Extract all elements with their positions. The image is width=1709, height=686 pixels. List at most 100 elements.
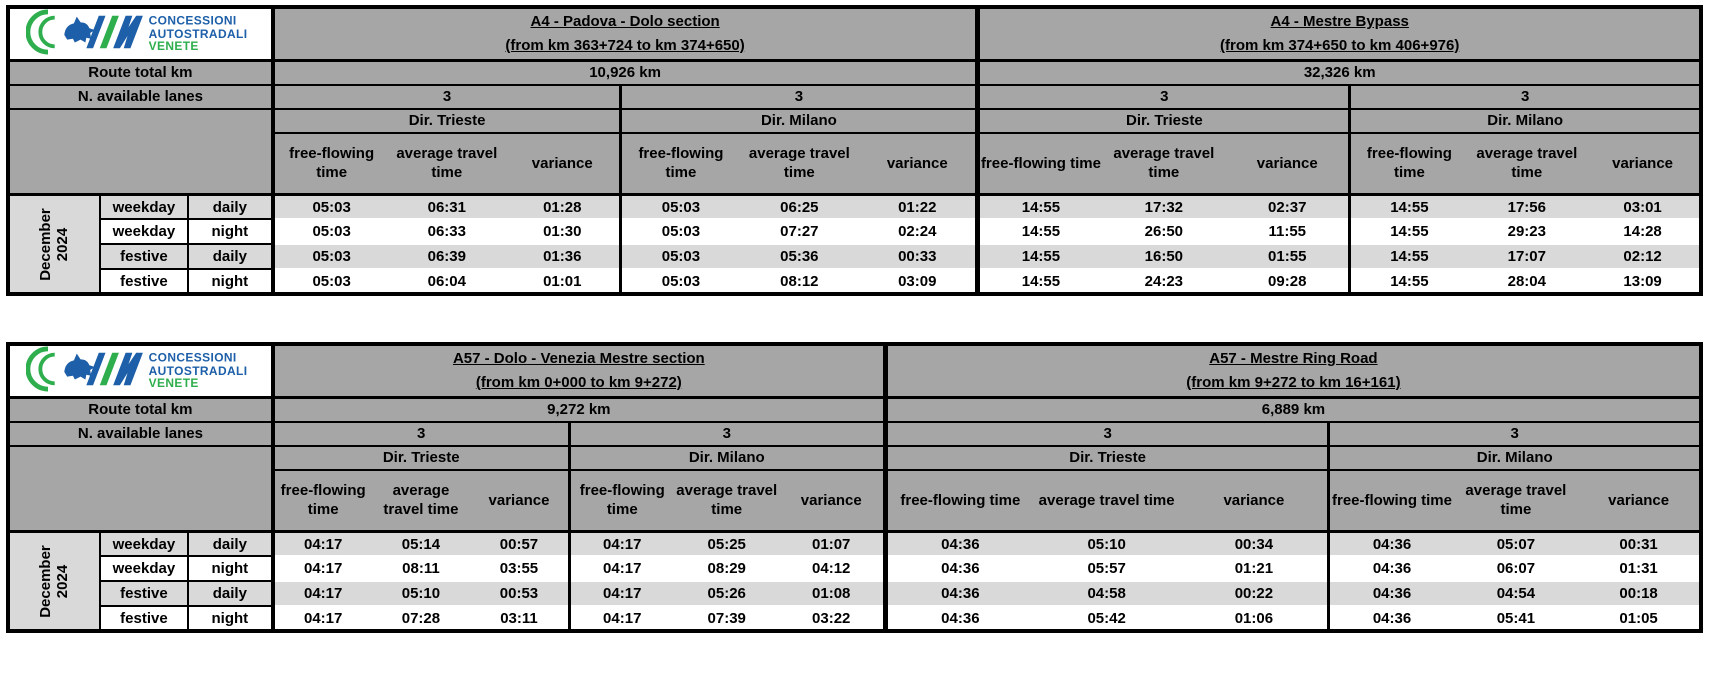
logo-lion-icon [64,353,96,380]
value-cell: 05:10 [1032,531,1181,558]
route-total-label: Route total km [8,397,273,423]
column-header: average travel time [673,469,780,533]
direction-label: Dir. Milano [567,445,886,471]
data-row: festive daily 04:17 05:10 00:53 04:17 05:26 01:… [8,580,1701,608]
lanes-value: 3 [1327,421,1701,447]
route-total-row: Route total km 9,272 km 6,889 km [8,397,1701,423]
section-title-cell: A57 - Mestre Ring Road (from km 9+272 to … [882,344,1701,399]
column-header: variance [1578,469,1701,533]
column-header: free-flowing time [567,469,674,533]
corner-cell [8,108,273,196]
column-header: average travel time [388,132,506,196]
value-cell: 00:18 [1578,581,1701,608]
value-cell: 05:03 [270,219,389,246]
lanes-row: N. available lanes 3 3 3 3 [8,421,1701,447]
column-header: variance [779,469,886,533]
value-cell: 26:50 [1101,219,1227,246]
value-cell: 28:04 [1467,269,1587,294]
data-row: festive daily 05:03 06:39 01:36 05:03 05:36 00:… [8,243,1701,271]
value-cell: 08:12 [739,269,860,294]
value-cell: 17:32 [1101,194,1227,221]
logo-arc-outer-icon [25,346,49,392]
lanes-label: N. available lanes [8,84,273,110]
value-cell: 01:07 [779,531,886,558]
day-type-cell: festive [98,243,189,271]
logo-cell: CONCESSIONI AUTOSTRADALI VENETE [8,7,273,62]
value-cell: 24:23 [1101,269,1227,294]
period-cell: December 2024 [8,194,100,294]
value-cell: 04:36 [1327,531,1454,558]
column-header: variance [859,132,978,196]
data-row: weekday night 04:17 08:11 03:55 04:17 08:29 04:… [8,555,1701,583]
traffic-table-a57: CONCESSIONI AUTOSTRADALI VENETE A57 - Dolo … [6,342,1703,633]
value-cell: 13:09 [1586,269,1701,294]
section-title: A4 - Mestre Bypass [1270,13,1409,30]
value-cell: 07:27 [739,219,860,246]
value-cell: 05:03 [619,244,740,271]
value-cell: 01:55 [1226,244,1350,271]
period-label: December 2024 [36,207,71,281]
data-row: festive night 04:17 07:28 03:11 04:17 07:39 03:… [8,605,1701,632]
direction-row: Dir. Trieste Dir. Milano Dir. Trieste Dir. … [8,445,1701,533]
value-cell: 04:36 [1327,581,1454,608]
lanes-value: 3 [1348,84,1701,110]
data-row: festive night 05:03 06:04 01:01 05:03 08:12 03:… [8,268,1701,295]
column-header: free-flowing time [270,132,389,196]
logo-stripe-icon [86,15,106,49]
day-period-cell: night [186,218,274,246]
direction-row: Dir. Trieste Dir. Milano Dir. Trieste Dir. … [8,108,1701,196]
day-period-cell: night [186,268,274,295]
day-type-cell: weekday [98,218,189,246]
logo-monogram-icon [113,352,144,386]
value-cell: 02:12 [1586,244,1701,271]
column-header: free-flowing time [1348,132,1468,196]
value-cell: 11:55 [1226,219,1350,246]
value-cell: 05:03 [619,269,740,294]
section-title: A57 - Mestre Ring Road [1209,350,1378,367]
column-header: average travel time [1467,132,1587,196]
value-cell: 01:31 [1578,556,1701,583]
value-cell: 01:30 [505,219,621,246]
lanes-value: 3 [567,421,886,447]
column-header: free-flowing time [1327,469,1454,533]
value-cell: 04:36 [1327,556,1454,583]
lanes-value: 3 [882,421,1329,447]
value-cell: 14:55 [1348,194,1468,221]
logo-monogram-icon [113,15,144,49]
value-cell: 00:22 [1180,581,1329,608]
section-title-cell: A57 - Dolo - Venezia Mestre section (from… [270,344,886,399]
value-cell: 14:55 [975,194,1102,221]
data-row: weekday night 05:03 06:33 01:30 05:03 07:27 02:… [8,218,1701,246]
day-type-cell: weekday [98,530,189,558]
traffic-table-a4: CONCESSIONI AUTOSTRADALI VENETE A4 - Padova… [6,5,1703,296]
column-header: variance [505,132,621,196]
value-cell: 08:29 [673,556,780,583]
route-total-label: Route total km [8,60,273,86]
value-cell: 04:17 [270,531,372,558]
value-cell: 05:03 [270,269,389,294]
column-header: variance [1586,132,1701,196]
section-km-range: (from km 374+650 to km 406+976) [1220,37,1460,54]
value-cell: 03:09 [859,269,978,294]
value-cell: 05:41 [1453,606,1579,631]
value-cell: 04:17 [567,531,674,558]
value-cell: 04:54 [1453,581,1579,608]
route-total-value: 6,889 km [882,397,1701,423]
value-cell: 00:31 [1578,531,1701,558]
column-header: average travel time [1101,132,1227,196]
data-row: December 2024 weekday daily 05:03 06:31 01:28 0… [8,193,1701,294]
column-header: average travel time [739,132,860,196]
value-cell: 05:57 [1032,556,1181,583]
route-total-value: 32,326 km [975,60,1701,86]
value-cell: 04:17 [270,581,372,608]
direction-label: Dir. Trieste [882,445,1329,471]
value-cell: 06:33 [388,219,506,246]
logo-text-line2: AUTOSTRADALI [149,27,248,41]
logo-text-line2: AUTOSTRADALI [149,364,248,378]
column-header: free-flowing time [619,132,740,196]
direction-label: Dir. Milano [619,108,978,134]
value-cell: 03:11 [470,606,570,631]
column-header: free-flowing time [882,469,1033,533]
value-cell: 02:24 [859,219,978,246]
